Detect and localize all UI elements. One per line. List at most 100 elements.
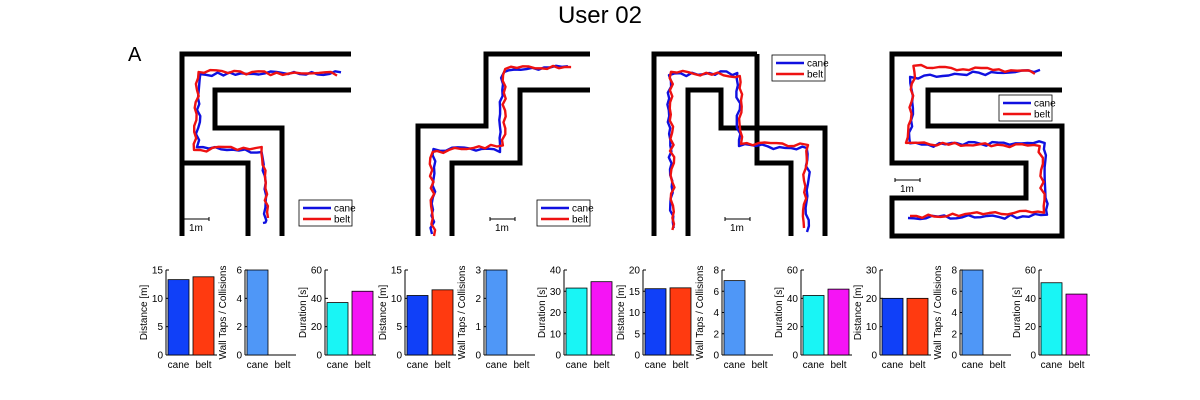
y-axis-label: Wall Taps / Collisions xyxy=(218,266,229,360)
y-tick-label: 1 xyxy=(475,322,481,333)
bar-chart-8: 0 2 4 6 8 cane belt Wall Taps / Collisions xyxy=(695,266,773,371)
bar-belt xyxy=(192,276,215,356)
y-axis-label: Distance [m] xyxy=(378,284,389,340)
y-tick-label: 40 xyxy=(311,294,323,305)
bar-chart-5: 0 1 2 3 cane belt Wall Taps / Collisions xyxy=(457,266,535,371)
y-tick-label: 4 xyxy=(236,294,242,305)
x-tick-label: belt xyxy=(909,360,925,371)
maze1-path-belt xyxy=(192,68,338,219)
y-tick-label: 0 xyxy=(396,351,402,362)
y-tick-label: 4 xyxy=(713,308,719,319)
y-tick-label: 20 xyxy=(866,294,878,305)
bar-chart-2: 0 2 4 6 cane belt Wall Taps / Collisions xyxy=(218,266,296,371)
x-tick-label: cane xyxy=(645,360,667,371)
bar-chart-9: 0 20 40 60 cane belt Duration [s] xyxy=(774,266,852,371)
bar-chart-3: 0 20 40 60 cane belt Duration [s] xyxy=(298,266,376,371)
y-axis-label: Wall Taps / Collisions xyxy=(933,266,944,360)
y-tick-label: 2 xyxy=(713,329,719,340)
x-tick-label: belt xyxy=(434,360,450,371)
y-tick-label: 0 xyxy=(634,351,640,362)
legend-label-cane: cane xyxy=(334,204,356,215)
y-tick-label: 60 xyxy=(787,266,799,277)
x-tick-label: belt xyxy=(830,360,846,371)
y-tick-label: 10 xyxy=(866,322,878,333)
x-tick-label: belt xyxy=(195,360,211,371)
y-tick-label: 8 xyxy=(713,266,719,277)
maze2-wall-inner xyxy=(449,87,590,236)
y-tick-label: 5 xyxy=(157,322,163,333)
bar-cane xyxy=(167,279,190,356)
bar-belt xyxy=(1065,293,1088,356)
y-tick-label: 0 xyxy=(1030,351,1036,362)
y-axis-label: Distance [m] xyxy=(853,284,864,340)
y-tick-label: 0 xyxy=(157,351,163,362)
bar-chart-7: 0 5 10 15 20 cane belt Distance [m] xyxy=(616,266,694,371)
y-axis-label: Distance [m] xyxy=(139,284,150,340)
y-tick-label: 8 xyxy=(951,266,957,277)
x-tick-label: belt xyxy=(274,360,290,371)
bar-chart-4: 0 5 10 15 cane belt Distance [m] xyxy=(378,266,456,371)
maze2-wall-outer xyxy=(415,51,590,236)
bar-cane xyxy=(961,269,984,356)
bar-cane xyxy=(246,269,269,356)
y-tick-label: 60 xyxy=(311,266,323,277)
scale-bar-label-2: 1m xyxy=(495,223,509,234)
maze1-wall-lower xyxy=(182,160,251,236)
x-tick-label: belt xyxy=(989,360,1005,371)
maze3-wall-mid xyxy=(754,54,794,236)
y-tick-label: 10 xyxy=(391,294,403,305)
y-tick-label: 2 xyxy=(236,322,242,333)
y-tick-label: 20 xyxy=(629,266,641,277)
y-tick-label: 0 xyxy=(951,351,957,362)
scale-bar-4 xyxy=(894,178,921,182)
x-tick-label: belt xyxy=(672,360,688,371)
x-tick-label: cane xyxy=(168,360,190,371)
legend-label-belt: belt xyxy=(1034,110,1050,121)
bar-belt xyxy=(906,297,929,356)
x-tick-label: belt xyxy=(751,360,767,371)
legend-label-belt: belt xyxy=(807,70,823,81)
x-tick-label: cane xyxy=(327,360,349,371)
y-tick-label: 40 xyxy=(1025,294,1037,305)
maze1-wall-outer xyxy=(179,51,351,236)
y-axis-label: Wall Taps / Collisions xyxy=(695,266,706,360)
maze4-path-cane xyxy=(907,68,1049,221)
panel-letter: A xyxy=(128,44,142,66)
scale-bar-label-4: 1m xyxy=(900,184,914,195)
y-tick-label: 0 xyxy=(555,351,561,362)
bar-belt xyxy=(431,289,454,356)
x-tick-label: cane xyxy=(566,360,588,371)
x-tick-label: cane xyxy=(882,360,904,371)
y-tick-label: 10 xyxy=(550,329,562,340)
y-axis-label: Duration [s] xyxy=(537,287,548,338)
y-tick-label: 6 xyxy=(713,287,719,298)
scale-bar-2 xyxy=(489,217,516,221)
scale-bar-3 xyxy=(724,217,751,221)
maze2-path-belt xyxy=(428,64,572,237)
y-tick-label: 0 xyxy=(236,351,242,362)
bar-cane xyxy=(406,295,429,356)
x-tick-label: belt xyxy=(593,360,609,371)
maze4-path-belt xyxy=(904,63,1046,219)
bar-cane xyxy=(485,269,508,356)
y-tick-label: 5 xyxy=(634,329,640,340)
legend-label-cane: cane xyxy=(807,59,829,70)
bar-belt xyxy=(590,281,613,356)
y-tick-label: 30 xyxy=(866,266,878,277)
x-tick-label: cane xyxy=(962,360,984,371)
y-tick-label: 40 xyxy=(550,266,562,277)
y-tick-label: 15 xyxy=(629,287,641,298)
legend-box-3 xyxy=(771,54,826,82)
figure-title: User 02 xyxy=(557,2,643,29)
maze3-path-belt xyxy=(668,69,810,231)
x-tick-label: cane xyxy=(247,360,269,371)
bar-cane xyxy=(565,287,588,356)
bar-cane xyxy=(1040,282,1063,356)
bar-belt xyxy=(351,290,374,356)
bar-belt xyxy=(827,288,850,356)
bar-chart-11: 0 2 4 6 8 cane belt Wall Taps / Collisions xyxy=(933,266,1011,371)
y-tick-label: 5 xyxy=(396,322,402,333)
x-tick-label: cane xyxy=(486,360,508,371)
